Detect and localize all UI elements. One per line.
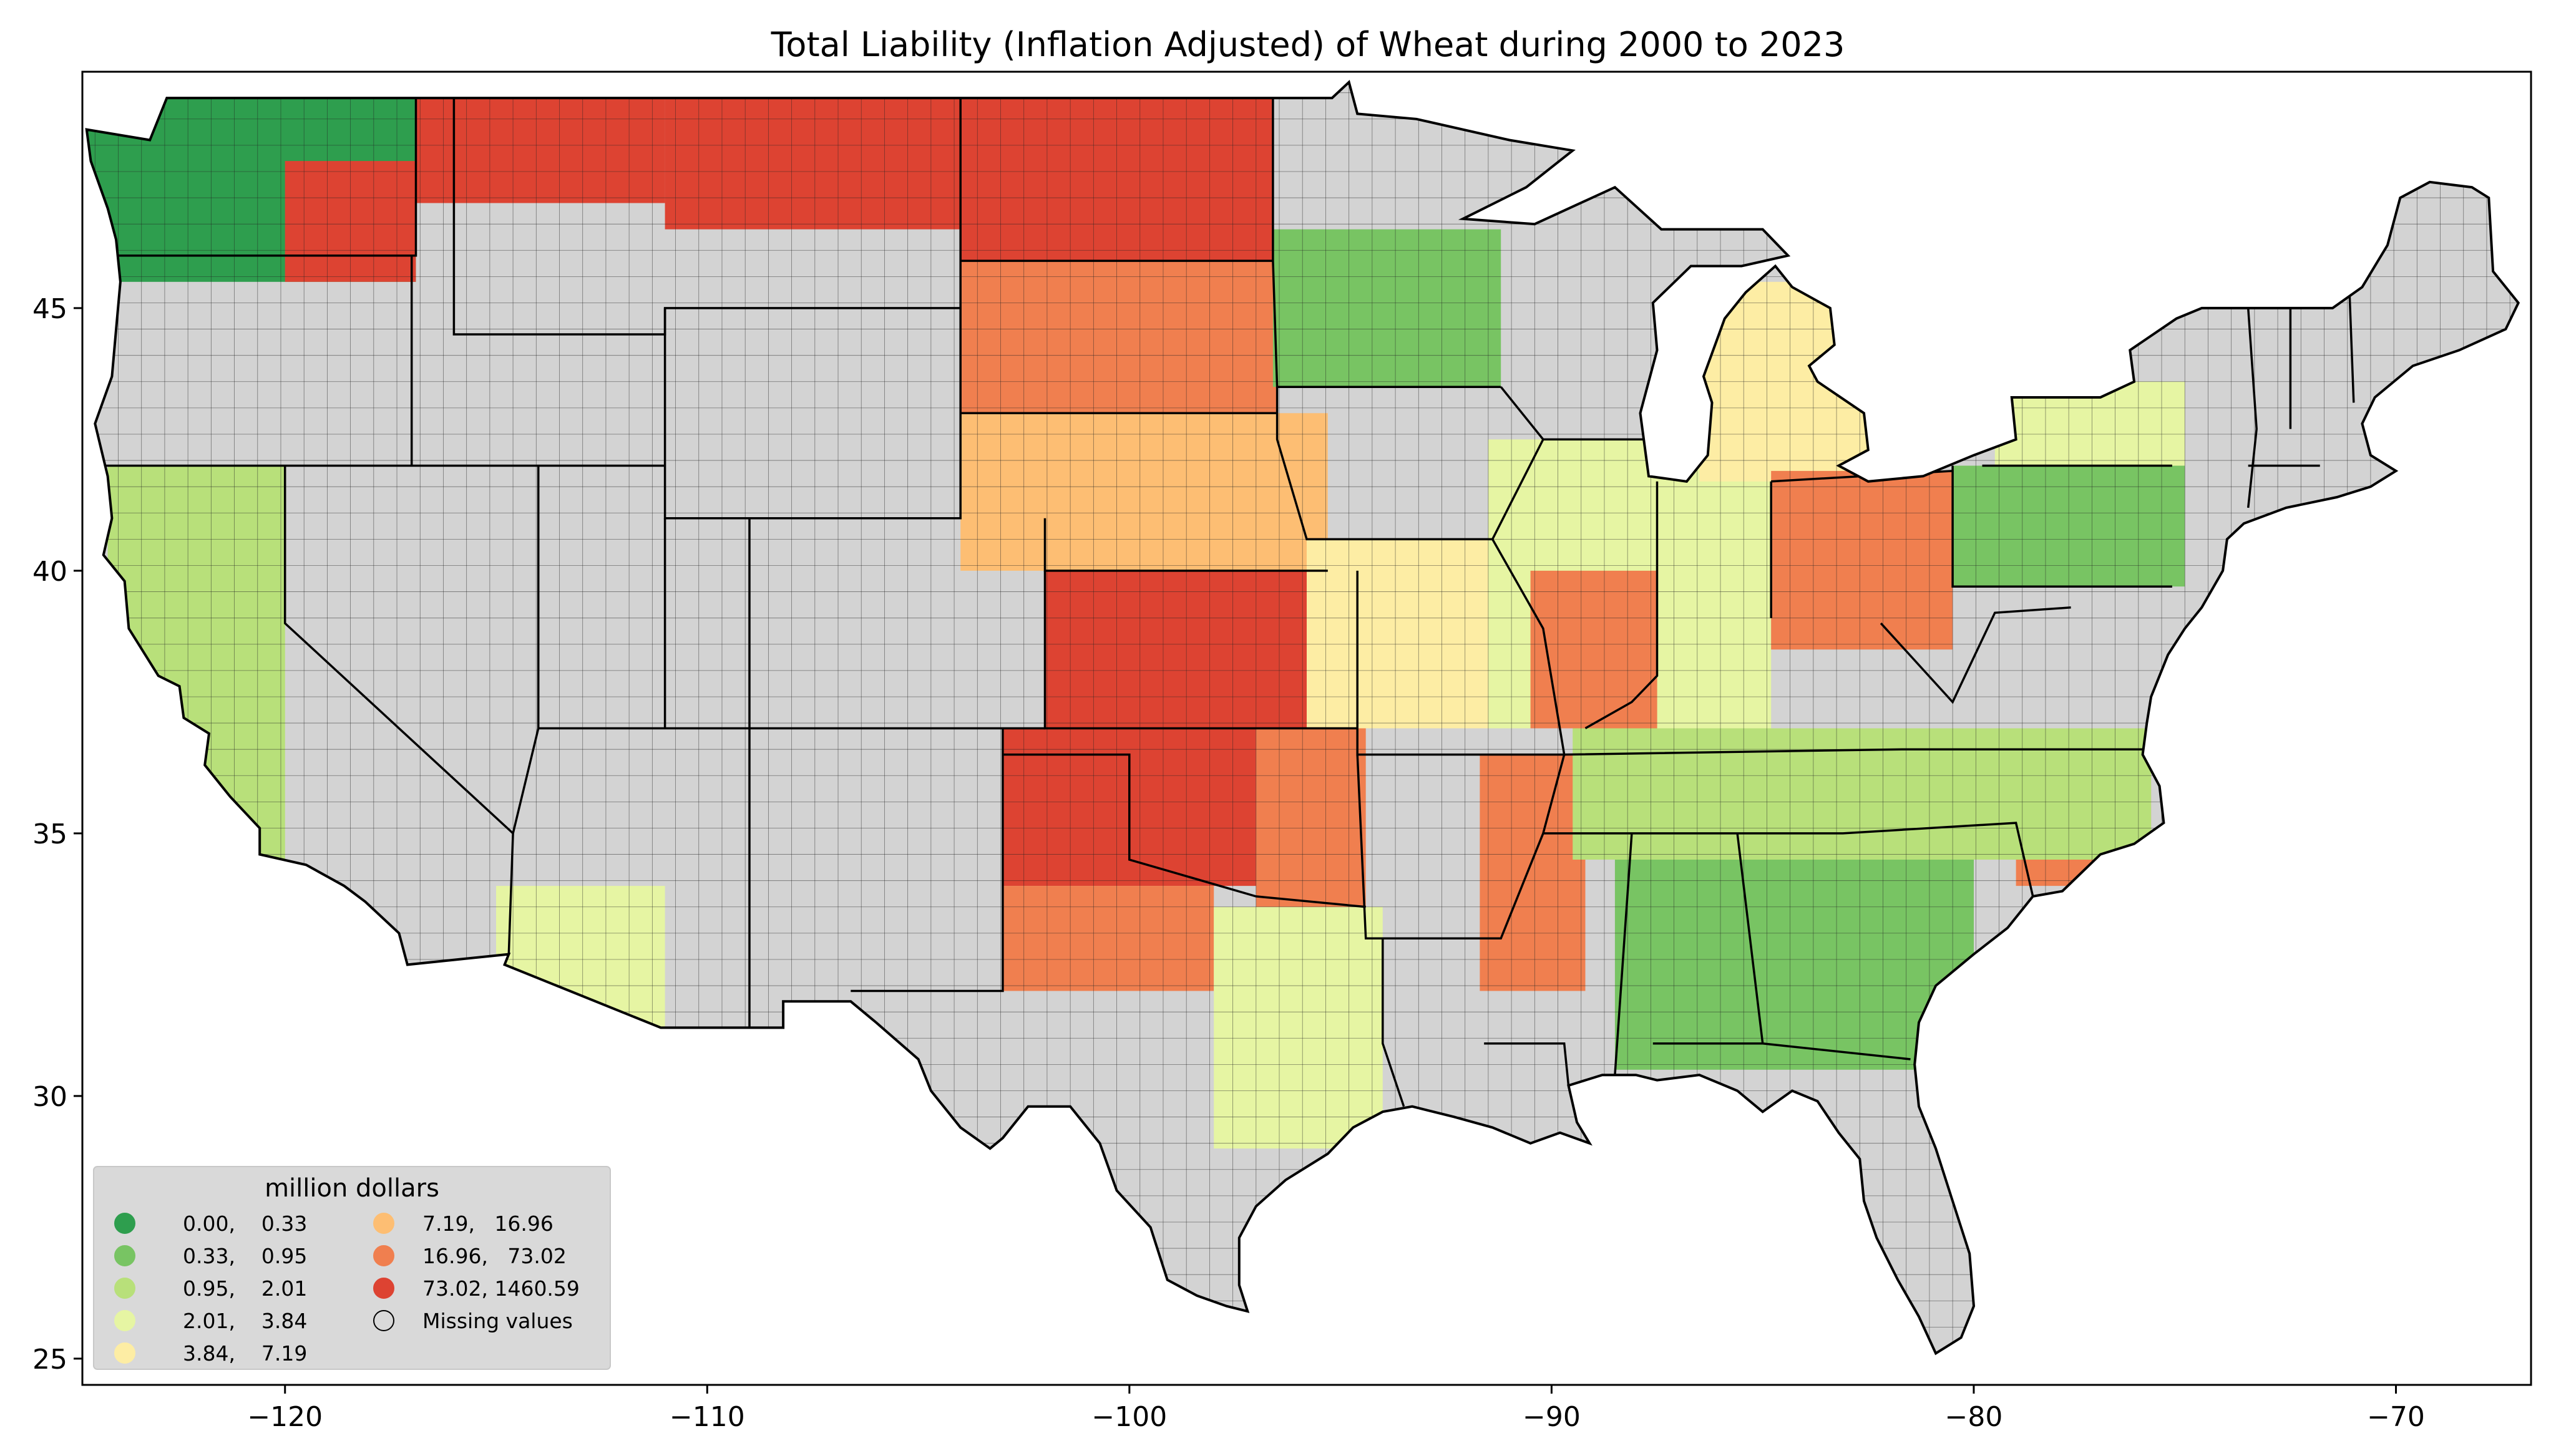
legend-marker xyxy=(114,1245,135,1266)
legend-box xyxy=(93,1166,611,1370)
legend-marker xyxy=(114,1310,135,1331)
region-22 xyxy=(1573,728,2152,860)
y-tick-label: 40 xyxy=(32,556,67,588)
legend-marker xyxy=(114,1278,135,1299)
x-tick-label: −100 xyxy=(1091,1401,1167,1433)
legend-marker xyxy=(114,1342,135,1364)
state-border xyxy=(2246,308,2258,508)
legend-marker xyxy=(373,1245,394,1266)
x-tick-label: −80 xyxy=(1945,1401,2003,1433)
state-borders xyxy=(95,98,2355,1107)
y-axis: 25 30 35 40 45 xyxy=(32,293,82,1376)
legend-title: million dollars xyxy=(265,1174,439,1203)
state-border xyxy=(1564,748,2147,756)
legend-marker xyxy=(373,1278,394,1299)
region-6 xyxy=(960,413,1328,571)
legend-label: 0.00, 0.33 xyxy=(183,1211,307,1236)
state-border xyxy=(95,98,417,257)
legend-marker xyxy=(373,1310,394,1331)
region-7 xyxy=(1045,570,1358,729)
state-border xyxy=(1614,833,1633,1075)
legend-label: 3.84, 7.19 xyxy=(183,1341,307,1366)
map-title: Total Liability (Inflation Adjusted) of … xyxy=(771,25,1845,64)
y-tick-label: 35 xyxy=(32,818,67,850)
x-axis: −120 −110 −100 −90 −80 −70 xyxy=(247,1385,2425,1433)
x-tick-label: −120 xyxy=(247,1401,323,1433)
state-border xyxy=(1356,754,1566,940)
state-border xyxy=(1762,1042,1911,1060)
region-5 xyxy=(960,261,1277,414)
state-border xyxy=(507,465,540,954)
x-tick-label: −110 xyxy=(670,1401,745,1433)
legend-label: 2.01, 3.84 xyxy=(183,1309,307,1333)
state-border xyxy=(663,98,962,520)
region-17 xyxy=(1771,470,1953,650)
y-tick-label: 30 xyxy=(32,1081,67,1113)
state-border xyxy=(1584,481,1659,730)
region-10 xyxy=(1002,886,1214,991)
region-9 xyxy=(1256,728,1366,907)
legend-marker xyxy=(114,1213,135,1234)
region-11 xyxy=(1214,906,1383,1149)
state-border xyxy=(1543,822,2034,897)
state-border xyxy=(1951,465,2172,588)
legend-label: 0.33, 0.95 xyxy=(183,1244,307,1268)
state-border xyxy=(283,465,514,835)
region-23 xyxy=(1614,860,1974,1070)
state-border xyxy=(1043,570,1358,730)
y-tick-label: 25 xyxy=(32,1344,67,1376)
state-border xyxy=(1484,1042,1570,1086)
legend-label: 16.96, 73.02 xyxy=(422,1244,567,1268)
legend: million dollars 0.00, 0.33 0.33, 0.95 0.95… xyxy=(93,1166,611,1370)
state-border xyxy=(1880,606,2071,704)
x-tick-label: −90 xyxy=(1523,1401,1581,1433)
state-border xyxy=(1272,98,1501,388)
legend-marker xyxy=(373,1213,394,1234)
region-20 xyxy=(1480,754,1586,991)
state-border xyxy=(1382,938,1405,1107)
legend-label: 7.19, 16.96 xyxy=(422,1211,554,1236)
region-2 xyxy=(416,98,665,203)
region-15 xyxy=(1530,570,1657,729)
legend-label: 73.02, 1460.59 xyxy=(422,1276,580,1301)
legend-label: 0.95, 2.01 xyxy=(183,1276,307,1301)
y-tick-label: 45 xyxy=(32,293,67,325)
legend-items: 0.00, 0.33 0.33, 0.95 0.95, 2.01 2.01, 3.84… xyxy=(114,1211,580,1366)
state-border xyxy=(851,728,1004,993)
region-12 xyxy=(1272,229,1501,387)
x-tick-label: −70 xyxy=(2367,1401,2425,1433)
state-border xyxy=(1002,753,1366,908)
county-regions xyxy=(86,98,2185,1149)
state-border xyxy=(1276,386,1544,541)
region-3 xyxy=(665,98,961,230)
us-outline xyxy=(85,80,2520,1356)
legend-label: Missing values xyxy=(422,1309,573,1333)
state-border xyxy=(2348,292,2355,403)
state-border xyxy=(452,98,961,336)
